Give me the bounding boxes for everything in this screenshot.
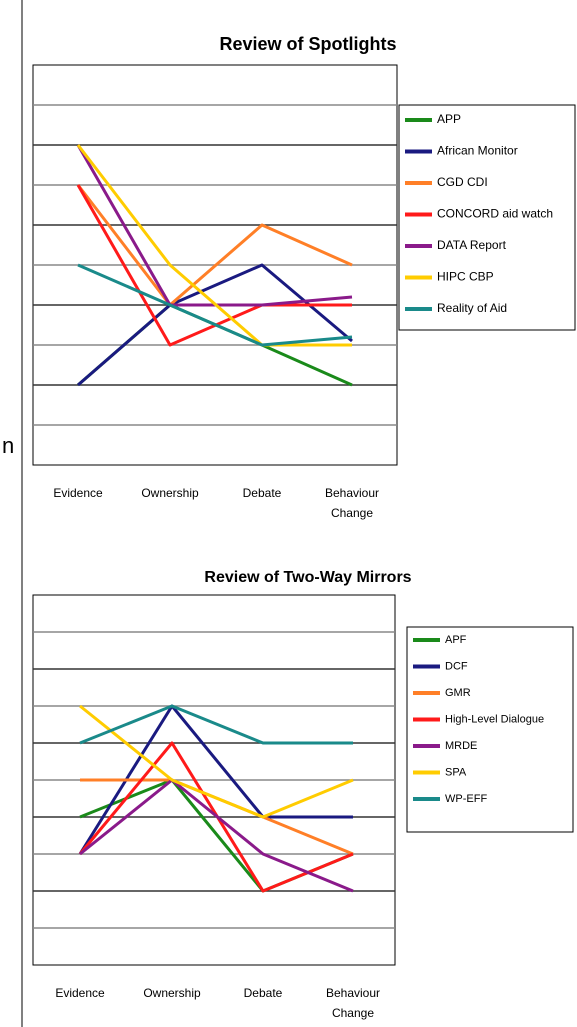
series-line	[79, 778, 354, 893]
legend-label: Reality of Aid	[437, 301, 507, 315]
x-tick-label: Behaviour Change	[325, 986, 381, 1020]
series-line	[76, 184, 353, 307]
chart-title: Review of Two-Way Mirrors	[204, 569, 411, 586]
x-tick-label: Evidence	[53, 486, 103, 500]
x-tick-label: Behaviour Change	[324, 486, 380, 520]
legend-label: APF	[445, 634, 467, 646]
series-line	[79, 704, 354, 819]
legend-box	[406, 626, 574, 833]
legend-label: CONCORD aid watch	[437, 207, 553, 221]
chart-title: Review of Spotlights	[219, 34, 396, 54]
legend-label: MRDE	[445, 740, 477, 752]
side-text: n	[2, 433, 14, 458]
x-tick-label: Debate	[242, 486, 282, 500]
legend-label: HIPC CBP	[437, 270, 494, 284]
legend-label: WP-EFF	[445, 793, 487, 805]
legend-label: DCF	[445, 660, 468, 672]
series-line	[79, 704, 353, 745]
legend-label: CGD CDI	[437, 175, 488, 189]
legend-label: High-Level Dialogue	[445, 713, 544, 725]
legend-label: SPA	[445, 766, 467, 778]
x-tick-label: Debate	[243, 986, 283, 1000]
series-line	[77, 263, 353, 387]
series-line	[76, 144, 352, 347]
legend-label: GMR	[445, 687, 471, 699]
x-tick-label: Ownership	[141, 486, 199, 500]
legend-label: DATA Report	[437, 238, 507, 252]
legend-label: African Monitor	[437, 144, 518, 158]
x-tick-label: Ownership	[143, 986, 201, 1000]
legend-label: APP	[437, 112, 461, 126]
x-tick-label: Evidence	[55, 986, 105, 1000]
legend-box	[398, 104, 576, 331]
series-line	[77, 263, 353, 347]
